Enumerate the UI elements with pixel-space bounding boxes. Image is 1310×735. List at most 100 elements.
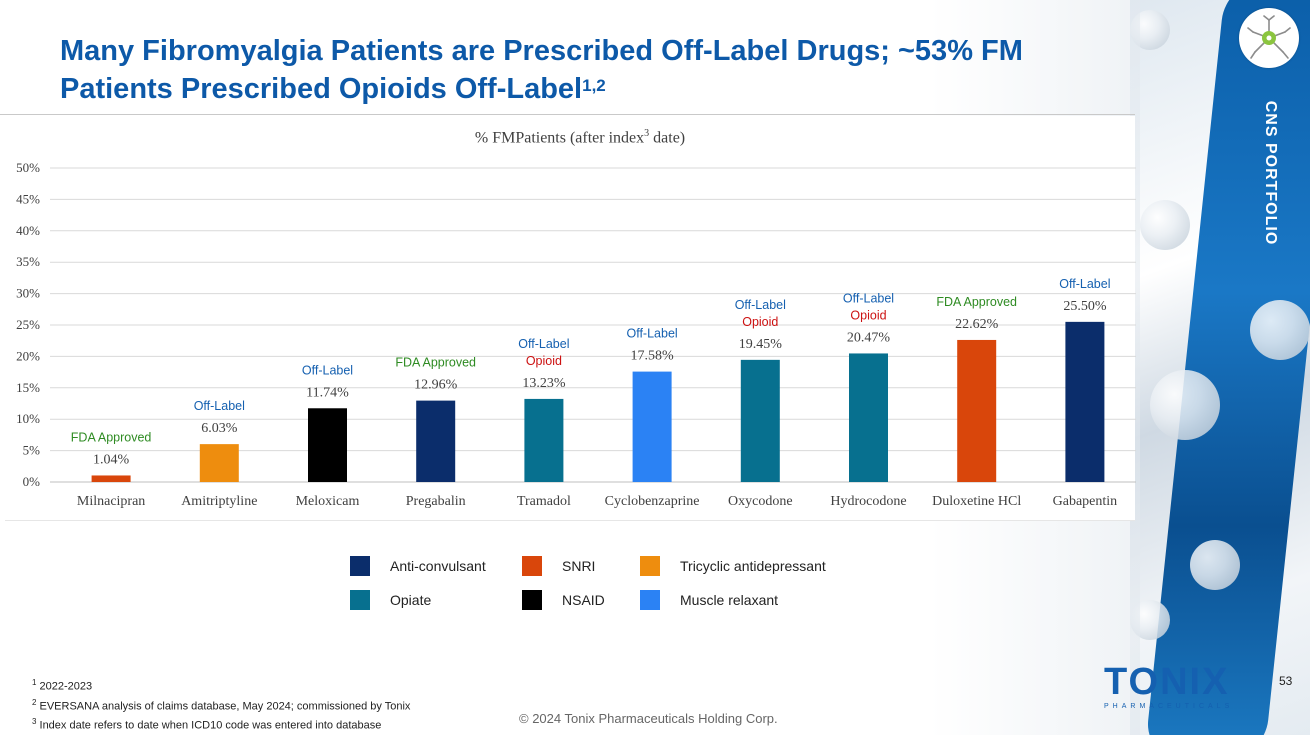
data-label: 11.74%: [306, 385, 349, 400]
tonix-logo-subtitle: PHARMACEUTICALS: [1104, 703, 1234, 710]
x-tick-label: Duloxetine HCl: [932, 494, 1021, 509]
chart-title-suffix: date): [649, 129, 686, 147]
bar: [199, 444, 239, 482]
chart-title: % FMPatients (after index3 date): [0, 128, 1160, 147]
chart-panel: [5, 116, 1135, 521]
data-label: 12.96%: [414, 378, 458, 393]
slide-title-text: Many Fibromyalgia Patients are Prescribe…: [60, 35, 1023, 105]
footnote-2: 2 EVERSANA analysis of claims database, …: [32, 695, 410, 715]
bar: [416, 400, 456, 482]
data-label: 19.45%: [739, 337, 783, 352]
copyright-notice: © 2024 Tonix Pharmaceuticals Holding Cor…: [519, 711, 778, 726]
molecule-bubble: [1190, 540, 1240, 590]
tonix-logo: TONIX PHARMACEUTICALS: [1104, 663, 1234, 711]
legend-swatch: [522, 556, 542, 576]
y-tick-label: 20%: [16, 348, 40, 363]
bar: [957, 339, 997, 482]
status-annotation: Off-Label: [518, 337, 569, 351]
legend-label: Tricyclic antidepressant: [680, 558, 826, 574]
neuron-icon: [1247, 15, 1291, 59]
y-tick-label: 25%: [16, 317, 40, 332]
legend-swatch: [522, 590, 542, 610]
chart-legend: Anti-convulsant SNRI Tricyclic antidepre…: [350, 553, 870, 615]
footnote-text: 2022-2023: [36, 680, 93, 693]
cns-portfolio-label: CNS PORTFOLIO: [1262, 100, 1279, 246]
footnotes: 1 2022-2023 2 EVERSANA analysis of claim…: [32, 675, 410, 734]
x-tick-label: Milnacipran: [77, 494, 145, 509]
legend-label: SNRI: [562, 558, 596, 574]
data-label: 25.50%: [1063, 299, 1107, 314]
legend-swatch: [640, 590, 660, 610]
legend-swatch: [350, 590, 370, 610]
chart-title-prefix: % FMPatients (after index: [474, 129, 645, 147]
footnote-number: 2: [32, 697, 37, 707]
status-annotation: FDA Approved: [936, 295, 1017, 309]
bar: [632, 371, 672, 482]
data-label: 20.47%: [847, 330, 891, 345]
y-tick-label: 0%: [23, 474, 41, 489]
legend-label: Muscle relaxant: [680, 592, 779, 608]
footnote-number: 1: [32, 678, 37, 687]
x-tick-label: Tramadol: [517, 494, 571, 509]
y-tick-label: 30%: [16, 286, 40, 301]
x-tick-label: Oxycodone: [728, 494, 793, 509]
legend-label: Anti-convulsant: [390, 558, 486, 574]
title-divider: [0, 114, 1135, 115]
footnote-3: 3 Index date refers to date when ICD10 c…: [32, 714, 410, 734]
y-tick-label: 5%: [23, 443, 41, 458]
bar: [1065, 321, 1105, 482]
molecule-bubble: [1250, 300, 1310, 360]
bar-chart: 0% 5% 10% 15% 20% 25% 30% 35% 40% 45% 50% 1.04% Miln…: [16, 160, 1136, 509]
y-tick-label: 35%: [16, 254, 40, 269]
x-tick-label: Gabapentin: [1053, 494, 1118, 509]
status-annotation: FDA Approved: [395, 356, 476, 370]
x-tick-label: Pregabalin: [406, 494, 466, 509]
y-tick-label: 10%: [16, 411, 40, 426]
status-annotation: Off-Label: [626, 327, 677, 341]
tonix-logo-word: TONIX: [1104, 661, 1230, 703]
molecule-bubble: [1150, 370, 1220, 440]
legend-swatch: [350, 556, 370, 576]
status-annotation: Off-Label: [735, 298, 786, 312]
data-label: 1.04%: [93, 452, 130, 467]
y-tick-label: 15%: [16, 380, 40, 395]
opioid-annotation: Opioid: [850, 308, 886, 322]
footnote-number: 3: [32, 717, 37, 727]
bar: [91, 475, 131, 482]
bar: [308, 408, 347, 482]
opioid-annotation: Opioid: [742, 315, 778, 329]
status-annotation: Off-Label: [1059, 277, 1110, 291]
x-tick-label: Meloxicam: [296, 494, 360, 509]
bar: [524, 398, 564, 482]
footnote-text: EVERSANA analysis of claims database, Ma…: [36, 700, 411, 713]
cns-portfolio-tab: CNS PORTFOLIO: [1258, 78, 1282, 268]
status-annotation: Off-Label: [194, 399, 245, 413]
legend-label: NSAID: [562, 592, 605, 608]
status-annotation: FDA Approved: [71, 430, 152, 444]
background-decoration: [1130, 0, 1310, 735]
y-tick-label: 40%: [16, 223, 40, 238]
opioid-annotation: Opioid: [526, 354, 562, 368]
legend-swatch: [640, 556, 660, 576]
data-label: 17.58%: [631, 349, 675, 364]
page-number: 53: [1279, 674, 1293, 688]
bar: [740, 359, 780, 482]
x-tick-label: Cyclobenzaprine: [605, 494, 700, 509]
legend-label: Opiate: [390, 592, 432, 608]
neuron-logo: [1239, 8, 1299, 68]
x-tick-label: Hydrocodone: [830, 494, 906, 509]
status-annotation: Off-Label: [302, 363, 353, 377]
data-label: 22.62%: [955, 317, 999, 332]
molecule-bubble: [1140, 200, 1190, 250]
y-tick-label: 45%: [16, 191, 40, 206]
status-annotation: Off-Label: [843, 291, 894, 305]
chart-title-superscript: 3: [644, 128, 650, 139]
slide-title: Many Fibromyalgia Patients are Prescribe…: [60, 32, 1120, 108]
data-label: 6.03%: [201, 421, 238, 436]
y-tick-label: 50%: [16, 160, 40, 175]
bar: [849, 353, 888, 482]
footnote-1: 1 2022-2023: [32, 675, 410, 695]
title-superscript: 1,2: [582, 76, 606, 95]
footnote-text: Index date refers to date when ICD10 cod…: [36, 719, 382, 732]
data-label: 13.23%: [522, 376, 566, 391]
